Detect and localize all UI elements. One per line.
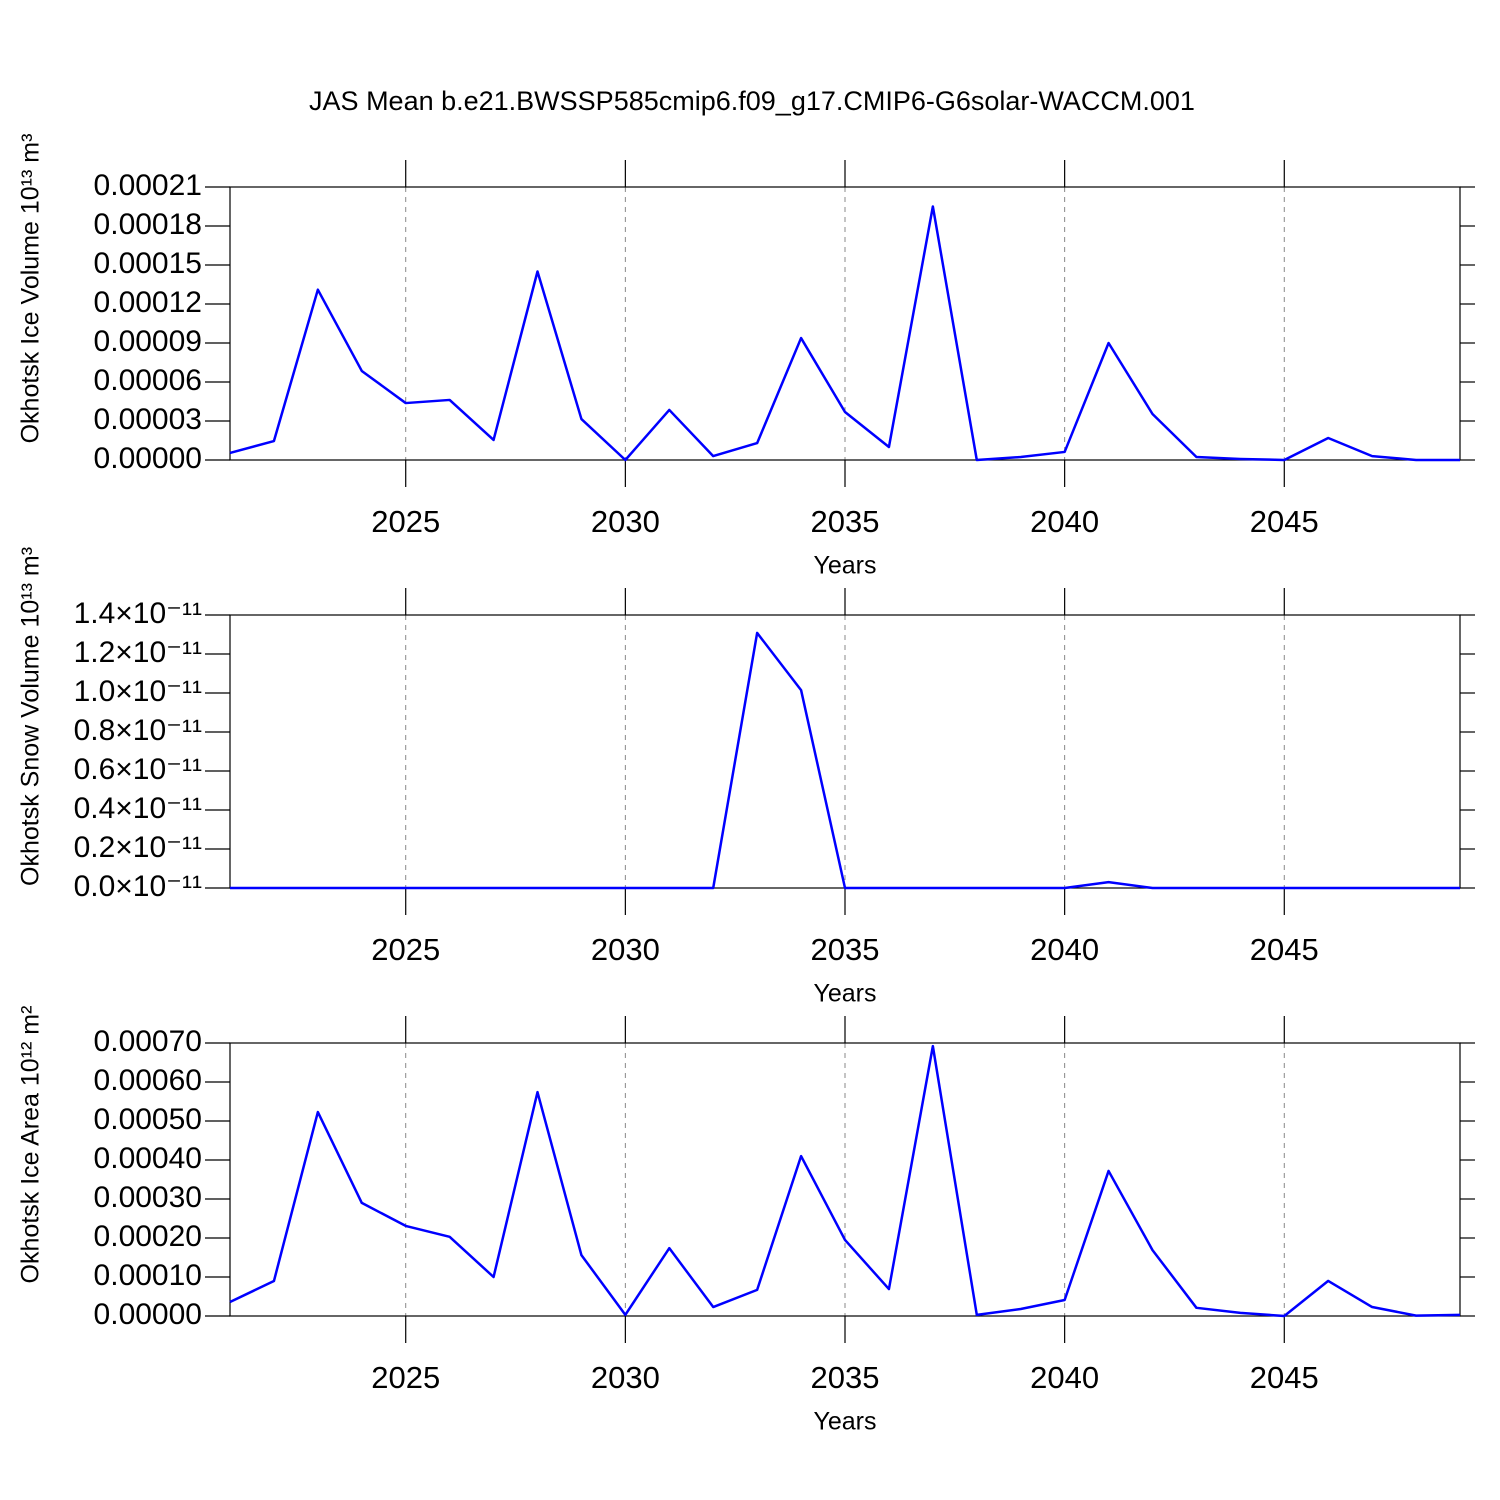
x-tick-label: 2040	[1030, 932, 1099, 967]
x-tick-label: 2035	[811, 1360, 880, 1395]
y-tick-label: 0.00009	[94, 325, 202, 358]
y-tick-label: 0.00040	[94, 1142, 202, 1175]
y-tick-label: 0.00003	[94, 403, 202, 436]
y-tick-label: 1.0×10⁻¹¹	[74, 675, 202, 708]
data-line	[229, 205, 1460, 462]
x-tick-label: 2045	[1250, 1360, 1319, 1395]
data-line	[230, 631, 1460, 890]
y-tick-label: 0.00010	[94, 1259, 202, 1292]
x-tick-label: 2045	[1250, 932, 1319, 967]
x-tick-label: 2035	[811, 932, 880, 967]
plot-frame	[229, 186, 1461, 461]
figure-title: JAS Mean b.e21.BWSSP585cmip6.f09_g17.CMI…	[309, 86, 1195, 116]
x-axis-label: Years	[813, 1408, 876, 1436]
y-tick-label: 0.00015	[94, 247, 202, 280]
x-tick-label: 2025	[371, 1360, 440, 1395]
y-axis-label: Okhotsk Snow Volume 10¹³ m³	[17, 547, 45, 886]
y-tick-label: 0.00060	[94, 1064, 202, 1097]
x-tick-label: 2025	[371, 932, 440, 967]
y-tick-label: 0.00006	[94, 364, 202, 397]
x-axis-label: Years	[813, 980, 876, 1008]
x-tick-label: 2040	[1030, 1360, 1099, 1395]
x-axis-label: Years	[813, 552, 876, 580]
x-tick-label: 2030	[591, 932, 660, 967]
x-tick-label: 2025	[371, 504, 440, 539]
y-tick-label: 0.00012	[94, 286, 202, 319]
y-tick-label: 0.2×10⁻¹¹	[74, 831, 202, 864]
y-tick-label: 0.6×10⁻¹¹	[74, 753, 202, 786]
y-axis-label: Okhotsk Ice Volume 10¹³ m³	[17, 134, 45, 444]
y-tick-label: 0.00021	[94, 169, 202, 202]
y-axis-label: Okhotsk Ice Area 10¹² m²	[17, 1006, 45, 1284]
y-tick-label: 0.00000	[94, 1298, 202, 1331]
x-tick-label: 2030	[591, 1360, 660, 1395]
y-tick-label: 0.00050	[94, 1103, 202, 1136]
x-tick-label: 2030	[591, 504, 660, 539]
y-tick-label: 0.00030	[94, 1181, 202, 1214]
y-tick-label: 0.4×10⁻¹¹	[74, 792, 202, 825]
x-tick-label: 2040	[1030, 504, 1099, 539]
y-tick-label: 0.00070	[94, 1025, 202, 1058]
data-line	[229, 1044, 1461, 1318]
y-tick-label: 0.0×10⁻¹¹	[74, 870, 202, 903]
y-tick-label: 0.00000	[94, 442, 202, 475]
x-tick-label: 2045	[1250, 504, 1319, 539]
y-tick-label: 1.4×10⁻¹¹	[74, 597, 202, 630]
y-tick-label: 0.00018	[94, 208, 202, 241]
y-tick-label: 0.8×10⁻¹¹	[74, 714, 202, 747]
y-tick-label: 0.00020	[94, 1220, 202, 1253]
y-tick-label: 1.2×10⁻¹¹	[74, 636, 202, 669]
plot-frame	[229, 1042, 1461, 1317]
x-tick-label: 2035	[811, 504, 880, 539]
